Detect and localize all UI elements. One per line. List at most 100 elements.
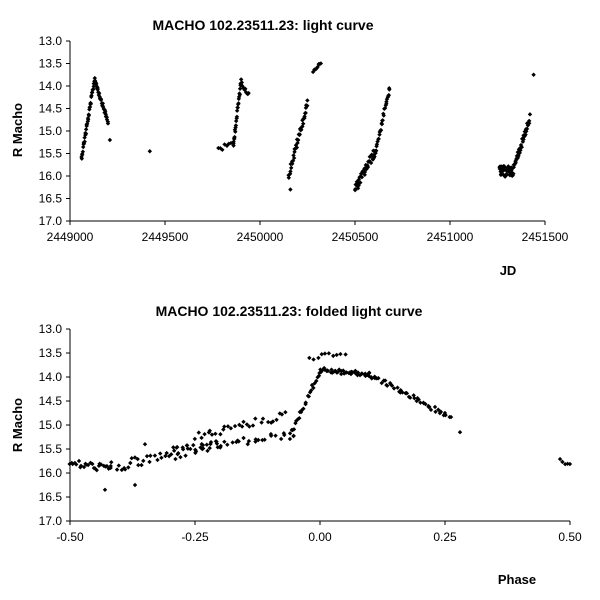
data-point [365,164,371,170]
data-point [385,383,390,388]
data-point [443,412,448,418]
data-point [291,427,297,432]
data-point [314,66,319,71]
data-point [287,436,293,442]
data-point [86,113,92,118]
data-point [262,437,267,442]
data-point [438,410,443,415]
data-point [504,172,509,177]
data-point [83,131,89,136]
data-point [383,378,388,383]
data-point [74,462,79,467]
data-point [173,456,178,462]
data-point [288,169,293,174]
data-point [232,134,237,140]
data-point [361,168,366,174]
data-point [307,355,312,361]
data-point [291,433,296,439]
data-point [245,441,250,447]
data-point [368,160,374,166]
data-point [103,109,108,115]
data-point [296,137,301,143]
data-point [301,406,306,411]
data-point [102,487,108,492]
data-point [432,404,438,410]
data-point [289,165,294,171]
y-tick-label: 15.0 [39,418,63,432]
data-point [448,414,454,420]
data-point [169,452,174,457]
data-point [239,80,245,85]
data-point [234,114,240,119]
data-point [139,462,144,468]
data-point [193,450,198,456]
data-point [191,442,196,448]
data-point [521,137,526,142]
data-point [88,101,94,107]
data-point [562,461,568,467]
data-point [319,352,324,357]
y-tick-label: 14.0 [39,79,63,93]
data-point [204,442,210,447]
data-point [122,467,128,472]
data-point [152,453,158,458]
data-point [378,128,384,133]
data-point [114,467,120,472]
data-point [178,454,183,460]
folded-light-curve-chart: MACHO 102.23511.23: folded light curve R… [10,303,582,587]
y-tick-label: 16.0 [39,466,63,480]
data-point [91,87,96,92]
y-tick-label: 16.5 [39,192,63,206]
x-tick-label: 2449500 [142,230,189,244]
data-point [367,370,372,375]
data-point [292,149,297,155]
data-point [250,423,256,428]
data-point [129,456,134,461]
data-point [297,415,302,421]
data-point [132,482,138,488]
data-point [518,148,523,153]
data-point [520,139,526,144]
data-point [428,407,434,413]
data-point [525,123,531,128]
data-point [436,407,441,412]
data-point [87,104,93,110]
data-point [100,101,106,106]
data-point [236,101,241,106]
data-point [136,462,141,468]
data-point [287,171,293,176]
data-point [239,424,245,429]
data-point [314,378,319,384]
data-point [147,459,152,465]
data-point [243,86,248,92]
data-point [225,424,231,429]
data-point [185,446,191,451]
data-point [527,112,533,117]
data-point [339,371,344,377]
data-point [305,103,310,109]
data-point [98,97,104,103]
data-point [109,459,114,465]
data-point [557,456,563,462]
data-point [126,465,131,470]
y-tick-label: 17.0 [39,514,63,528]
data-point [404,390,409,396]
data-point [196,430,201,435]
data-point [171,445,176,450]
data-point [418,400,423,405]
data-point [433,409,438,414]
y-tick-label: 15.0 [39,124,63,138]
data-point [89,89,95,95]
data-point [531,72,536,77]
data-point [309,388,314,393]
y-axis-label: R Macho [10,398,25,452]
data-point [502,165,507,170]
data-point [386,92,391,98]
data-point [213,431,218,436]
data-point [515,149,521,155]
x-tick-label: 2450500 [332,230,379,244]
data-point [222,439,227,444]
data-point [155,457,160,463]
data-point [273,433,278,438]
data-point [567,461,573,467]
